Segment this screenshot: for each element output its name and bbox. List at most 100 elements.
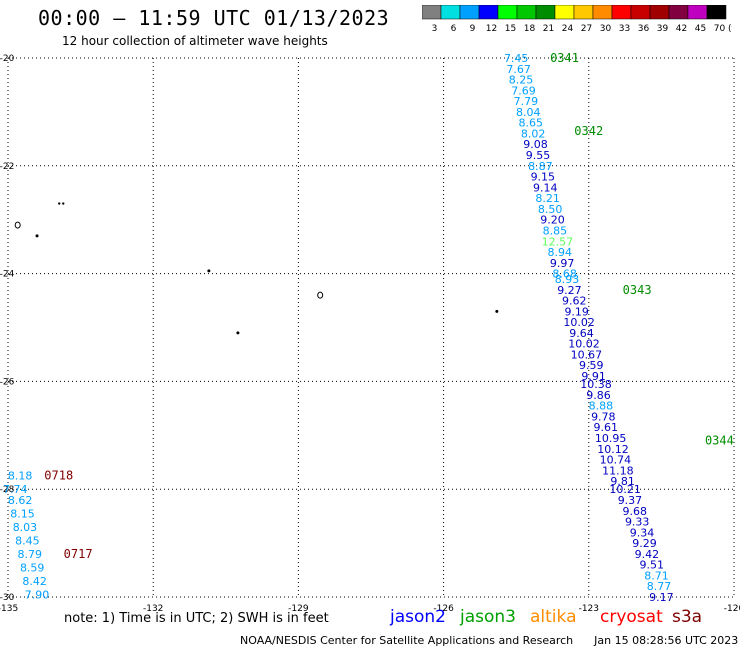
wave-height-value: 8.02 <box>521 127 546 140</box>
pass-time-label: 0343 <box>623 283 652 297</box>
wave-height-value: 8.88 <box>589 400 614 413</box>
pass-time-label: 0717 <box>64 547 93 561</box>
pass-time-label: 0341 <box>550 51 579 65</box>
wave-height-value: 9.78 <box>591 410 616 423</box>
wave-height-value: 8.62 <box>8 494 33 507</box>
island-marker <box>14 221 21 229</box>
wave-height-value: 9.27 <box>557 284 582 297</box>
wave-height-value: 8.15 <box>10 507 35 520</box>
wave-height-value: 10.74 <box>600 454 632 467</box>
scale-label-39: 39 <box>657 24 669 34</box>
scale-label-12: 12 <box>486 24 497 34</box>
wave-height-value: 7.74 <box>3 483 28 496</box>
wave-height-value: 8.59 <box>20 561 45 574</box>
scale-label-30: 30 <box>600 24 612 34</box>
wave-height-value: 9.15 <box>531 171 556 184</box>
wave-height-value: 8.68 <box>552 268 577 281</box>
scale-label-42: 42 <box>676 24 687 34</box>
wave-height-value: 9.68 <box>623 505 648 518</box>
wave-height-value: 9.20 <box>540 214 565 227</box>
scale-label-45: 45 <box>695 24 706 34</box>
wave-height-value: 8.18 <box>8 470 33 483</box>
footer-credit: NOAA/NESDIS Center for Satellite Applica… <box>240 634 738 647</box>
island-marker <box>236 331 240 335</box>
wave-height-value: 7.69 <box>511 84 536 97</box>
wave-height-value: 10.02 <box>568 338 600 351</box>
wave-height-value: 10.38 <box>580 378 612 391</box>
scale-label-33: 33 <box>619 24 630 34</box>
scale-label-3: 3 <box>432 24 438 34</box>
wave-height-value: 8.45 <box>15 534 40 547</box>
wave-height-value: 8.03 <box>13 521 38 534</box>
footer-timestamp: Jan 15 08:28:56 UTC 2023 <box>594 634 739 647</box>
satellite-jason3: jason3 <box>460 607 516 627</box>
wave-height-value: 9.62 <box>562 295 587 308</box>
lon-tick-label: -129 <box>288 604 309 614</box>
scale-label-15: 15 <box>505 24 516 34</box>
wave-height-value: 9.37 <box>618 494 643 507</box>
units-note: note: 1) Time is in UTC; 2) SWH is in fe… <box>64 611 329 626</box>
lat-tick-label: -26 <box>0 377 15 387</box>
wave-height-value: 8.87 <box>528 160 553 173</box>
wave-height-value: 9.51 <box>639 559 664 572</box>
wave-height-value: 10.02 <box>563 316 595 329</box>
wave-height-value: 9.08 <box>523 138 548 151</box>
scale-unit: (ft) <box>728 24 732 34</box>
wave-height-value: 9.17 <box>649 591 674 604</box>
product-title: 00:00 – 11:59 UTC 01/13/2023 <box>38 6 390 30</box>
lon-tick-label: -123 <box>579 604 599 614</box>
wave-height-value: 9.97 <box>550 257 575 270</box>
satellite-jason2: jason2 <box>390 607 446 627</box>
scale-label-21: 21 <box>543 24 554 34</box>
satellite-s3a: s3a <box>672 607 703 627</box>
wave-height-value: 11.18 <box>602 464 634 477</box>
wave-height-value: 9.59 <box>579 359 604 372</box>
pass-time-label: 0718 <box>44 469 73 483</box>
island-marker <box>495 309 499 313</box>
wave-height-value: 12.57 <box>542 235 574 248</box>
wave-height-value: 8.65 <box>518 117 543 130</box>
wave-height-value: 8.25 <box>509 74 534 87</box>
satellite-altika: altika <box>530 607 577 627</box>
footer-org: NOAA/NESDIS Center for Satellite Applica… <box>240 634 574 647</box>
lon-tick-label: -132 <box>143 604 163 614</box>
wave-height-value: 9.64 <box>569 327 594 340</box>
wave-height-value: 9.33 <box>625 516 650 529</box>
scale-label-24: 24 <box>562 24 574 34</box>
wave-height-value: 8.85 <box>543 224 568 237</box>
wave-height-value: 7.67 <box>506 63 531 76</box>
wave-height-value: 10.67 <box>571 348 603 361</box>
wave-height-value: 9.34 <box>630 526 655 539</box>
wave-height-value: 7.79 <box>514 95 539 108</box>
scale-swatch-70 <box>706 5 727 20</box>
scale-label-27: 27 <box>581 24 592 34</box>
wave-height-value: 8.50 <box>538 203 563 216</box>
pass-time-label: 0344 <box>705 434 734 448</box>
wave-height-value: 8.77 <box>647 580 672 593</box>
scale-label-18: 18 <box>524 24 536 34</box>
scale-label-70: 70 <box>714 24 726 34</box>
lat-tick-label: -22 <box>0 162 14 172</box>
wave-height-value: 8.79 <box>18 548 43 561</box>
pass-time-label: 0342 <box>574 124 603 138</box>
wave-height-value: 9.61 <box>593 421 618 434</box>
wave-height-value: 10.95 <box>595 432 627 445</box>
wave-height-value: 9.42 <box>635 548 660 561</box>
wave-height-value: 9.14 <box>533 181 558 194</box>
lat-tick-label: -28 <box>0 485 15 495</box>
wave-height-value: 9.29 <box>632 537 657 550</box>
island-marker <box>35 234 39 238</box>
wave-height-value: 8.93 <box>555 273 580 286</box>
scale-label-9: 9 <box>470 24 476 34</box>
lat-tick-label: -20 <box>0 54 15 64</box>
wave-height-value: 9.91 <box>581 370 606 383</box>
product-subtitle: 12 hour collection of altimeter wave hei… <box>62 34 328 48</box>
wave-height-value: 9.55 <box>526 149 551 162</box>
island-marker <box>58 202 65 205</box>
wave-height-value: 10.12 <box>597 443 629 456</box>
lat-tick-label: -24 <box>0 270 15 280</box>
lat-tick-label: -30 <box>0 593 15 603</box>
satellite-cryosat: cryosat <box>600 607 663 627</box>
wave-height-value: 7.90 <box>25 588 50 601</box>
